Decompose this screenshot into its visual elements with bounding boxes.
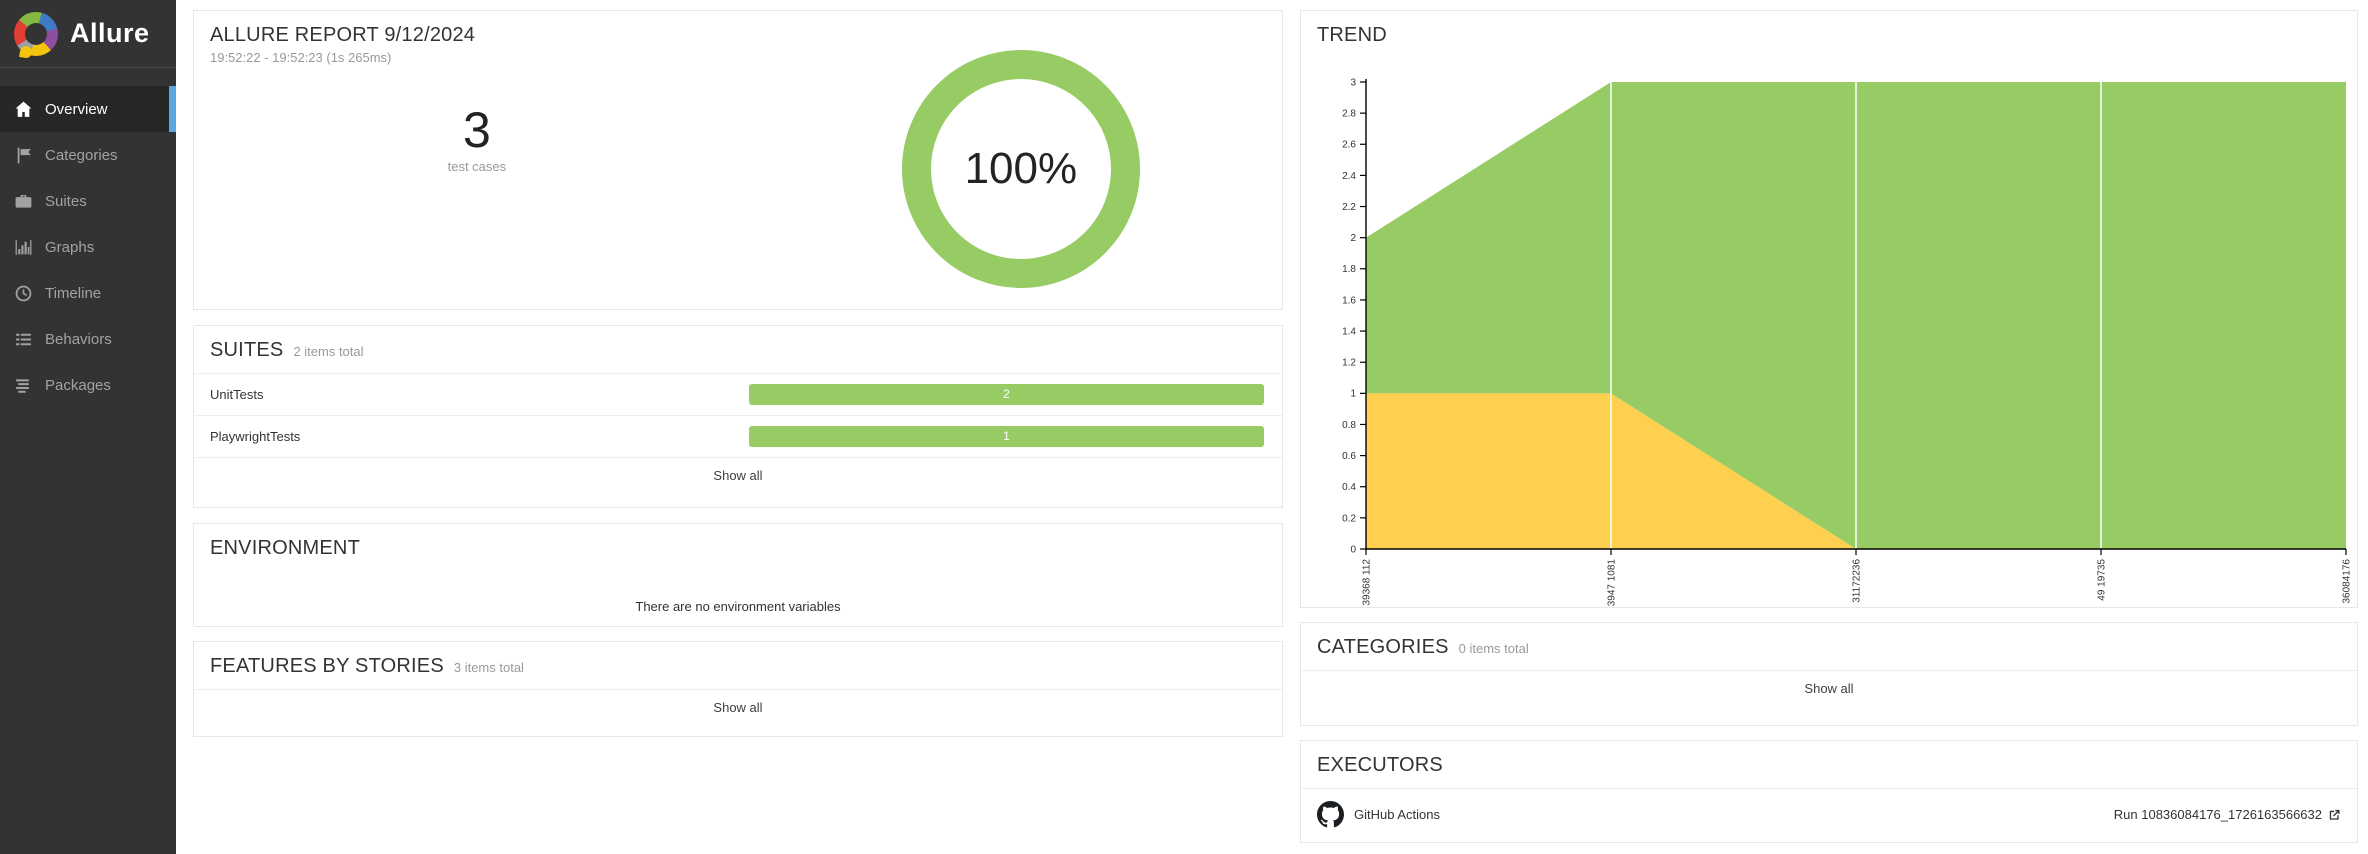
sidebar-item-label: Packages — [45, 376, 111, 394]
svg-text:0.4: 0.4 — [1342, 482, 1356, 493]
sidebar-item-packages[interactable]: Packages — [0, 362, 176, 408]
svg-text:0.2: 0.2 — [1342, 513, 1356, 524]
svg-text:1.6: 1.6 — [1342, 295, 1356, 306]
svg-text:2.8: 2.8 — [1342, 109, 1356, 120]
bar-chart-icon — [14, 238, 33, 257]
suite-name: PlaywrightTests — [210, 429, 301, 444]
report-summary-card: ALLURE REPORT 9/12/2024 19:52:22 - 19:52… — [193, 10, 1283, 310]
svg-text:0.6: 0.6 — [1342, 451, 1356, 462]
svg-text:49 19735: 49 19735 — [2097, 559, 2108, 601]
suite-status-bar: 2 — [749, 384, 1264, 405]
flag-icon — [14, 146, 33, 165]
sidebar-item-label: Timeline — [45, 284, 102, 302]
svg-text:31172236: 31172236 — [1852, 559, 1863, 603]
svg-text:2: 2 — [1350, 233, 1356, 244]
github-icon — [1317, 801, 1344, 828]
test-cases-summary: 3 test cases — [194, 76, 760, 174]
sidebar-item-label: Suites — [45, 192, 87, 210]
suite-status-bar: 1 — [749, 426, 1264, 447]
suites-subtitle: 2 items total — [293, 344, 364, 359]
sidebar-item-label: Graphs — [45, 238, 95, 256]
list-icon — [14, 330, 33, 349]
categories-subtitle: 0 items total — [1458, 641, 1529, 656]
sidebar-item-timeline[interactable]: Timeline — [0, 270, 176, 316]
executor-name: GitHub Actions — [1354, 807, 1440, 822]
suites-show-all-link[interactable]: Show all — [194, 457, 1282, 494]
executor-row: GitHub Actions Run 10836084176_172616356… — [1301, 789, 2357, 840]
environment-title: ENVIRONMENT — [210, 537, 360, 559]
executor-run-label: Run 10836084176_1726163566632 — [2113, 807, 2322, 822]
report-duration: 19:52:22 - 19:52:23 (1s 265ms) — [210, 50, 392, 65]
brand[interactable]: Allure — [0, 0, 176, 68]
suite-row[interactable]: PlaywrightTests 1 — [194, 415, 1282, 457]
allure-logo-icon — [14, 11, 58, 56]
svg-text:2.2: 2.2 — [1342, 202, 1356, 213]
suite-row[interactable]: UnitTests 2 — [194, 373, 1282, 415]
brand-name: Allure — [70, 18, 150, 48]
svg-text:1.4: 1.4 — [1342, 326, 1356, 337]
executor-run-link[interactable]: Run 10836084176_1726163566632 — [2114, 807, 2341, 822]
environment-empty-text: There are no environment variables — [635, 599, 841, 614]
features-subtitle: 3 items total — [453, 660, 524, 675]
sidebar: Allure Overview Categories Suites Graphs — [0, 0, 176, 854]
suites-widget: SUITES 2 items total UnitTests 2 Playwri… — [193, 325, 1283, 508]
sidebar-item-label: Behaviors — [45, 330, 112, 348]
align-left-icon — [14, 376, 33, 395]
clock-icon — [14, 284, 33, 303]
test-cases-label: test cases — [447, 158, 507, 174]
svg-text:3947 1081: 3947 1081 — [1607, 559, 1618, 607]
svg-text:39368 112: 39368 112 — [1362, 559, 1373, 606]
status-donut-percent: 100% — [964, 144, 1078, 193]
categories-widget: CATEGORIES 0 items total Show all — [1300, 622, 2358, 726]
svg-text:1.8: 1.8 — [1342, 264, 1356, 275]
categories-show-all-link[interactable]: Show all — [1804, 681, 1854, 696]
svg-text:36084176: 36084176 — [2342, 559, 2353, 604]
executors-title: EXECUTORS — [1317, 754, 1443, 776]
features-show-all-link[interactable]: Show all — [713, 700, 763, 715]
sidebar-item-graphs[interactable]: Graphs — [0, 224, 176, 270]
features-title: FEATURES BY STORIES — [210, 655, 444, 677]
environment-widget: ENVIRONMENT There are no environment var… — [193, 523, 1283, 627]
sidebar-item-overview[interactable]: Overview — [0, 86, 176, 132]
executors-widget: EXECUTORS GitHub Actions Run 10836084176… — [1300, 740, 2358, 843]
svg-text:0.8: 0.8 — [1342, 420, 1356, 431]
sidebar-item-behaviors[interactable]: Behaviors — [0, 316, 176, 362]
svg-text:0: 0 — [1350, 544, 1356, 555]
status-donut-chart: 100% — [901, 50, 1140, 288]
external-link-icon — [2329, 809, 2340, 820]
categories-title: CATEGORIES — [1317, 636, 1449, 658]
report-title: ALLURE REPORT 9/12/2024 — [210, 24, 476, 46]
sidebar-item-suites[interactable]: Suites — [0, 178, 176, 224]
svg-text:1: 1 — [1350, 389, 1356, 400]
suite-passed-count: 2 — [1003, 387, 1010, 401]
sidebar-item-categories[interactable]: Categories — [0, 132, 176, 178]
svg-text:3: 3 — [1350, 77, 1356, 88]
suites-title: SUITES — [210, 339, 284, 361]
test-cases-count: 3 — [462, 102, 491, 158]
trend-title: TREND — [1317, 24, 1387, 46]
suite-passed-count: 1 — [1003, 429, 1010, 443]
home-icon — [14, 100, 33, 119]
sidebar-item-label: Overview — [45, 100, 108, 118]
trend-area-chart: 0 0.2 0.4 0.6 0.8 1 1.2 1.4 1.6 1.8 2 2.2 2.4 2.6 2.8 3… — [1342, 77, 2353, 607]
svg-text:2.6: 2.6 — [1342, 140, 1356, 151]
suite-name: UnitTests — [210, 387, 264, 402]
features-widget: FEATURES BY STORIES 3 items total Show a… — [193, 641, 1283, 737]
svg-text:1.2: 1.2 — [1342, 358, 1356, 369]
svg-text:2.4: 2.4 — [1342, 171, 1356, 182]
briefcase-icon — [14, 192, 33, 211]
trend-widget: TREND 0 0.2 0.4 0.6 0.8 1 1.2 1.4 1.6 1.8 2 2.2 2.4 2… — [1300, 10, 2358, 608]
sidebar-item-label: Categories — [45, 146, 118, 164]
sidebar-nav: Overview Categories Suites Graphs Timeli… — [0, 86, 176, 408]
